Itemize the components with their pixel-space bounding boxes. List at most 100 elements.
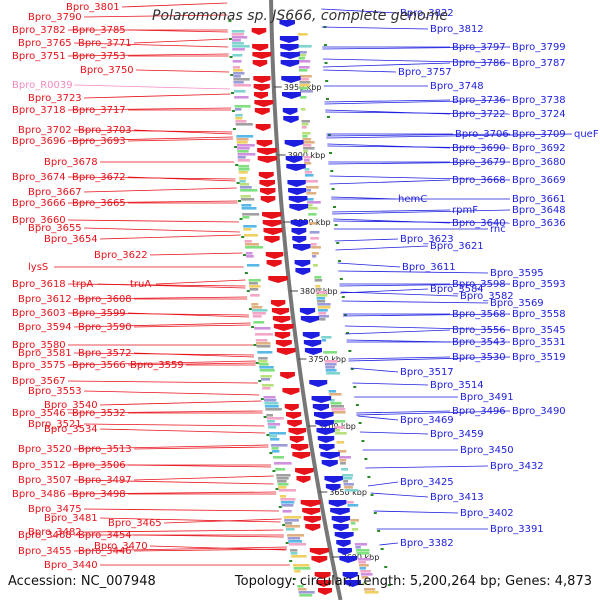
right-leader-line [329,175,511,181]
gene-block [324,360,338,363]
gene-block [308,213,317,216]
right-gene-label: Bpro_3640 [452,218,506,229]
forward-gene-arrow [251,28,267,35]
gene-block [317,306,331,309]
left-gene-label: Bpro_3751 [12,51,66,62]
gene-block [251,306,263,309]
gene-block [276,477,289,480]
right-leader-line [334,238,399,242]
right-gene-label: Bpro_3598 [452,279,506,290]
gene-block [283,516,302,519]
right-leader-line [322,62,451,68]
gene-block [330,405,344,408]
tick-mark [278,506,282,508]
left-leader-line [133,475,274,481]
gene-block [236,141,248,144]
gene-block [343,480,349,483]
gene-block [246,264,260,267]
right-gene-label: Bpro_3593 [512,279,566,290]
gene-block [310,237,319,240]
gene-block [325,366,335,369]
gene-block [254,327,271,330]
gene-block [243,225,257,228]
gene-block [233,78,250,81]
left-leader-line [97,283,246,289]
gene-block [300,108,306,111]
gene-block [280,498,296,501]
gene-block [310,243,317,246]
tick-mark [236,182,240,184]
gene-block [309,231,320,234]
right-gene-label: Bpro_3496 [452,406,506,417]
gene-block [259,369,275,372]
tick-mark [323,44,327,46]
gene-block [277,480,287,483]
reverse-gene-arrow [315,420,334,427]
gene-block [344,489,359,492]
left-gene-label: Bpro_3507 [18,475,72,486]
tick-mark [228,20,232,22]
left-leader-line [99,234,241,240]
gene-block [312,255,317,258]
reverse-gene-arrow [339,556,357,563]
right-gene-label: Bpro_3799 [512,42,566,53]
reverse-gene-arrow [342,572,358,579]
gene-block [264,402,279,405]
right-gene-label: Bpro_3569 [490,298,544,309]
tick-mark [329,152,333,154]
left-gene-label: Bpro_3785 [72,25,126,36]
reverse-gene-arrow [279,36,299,43]
reverse-gene-arrow [321,460,338,467]
left-gene-label: Bpro_3723 [28,93,82,104]
gene-block [357,558,371,561]
right-gene-label: Bpro_3722 [452,109,506,120]
right-leader-line [325,111,511,115]
gene-block [233,69,243,72]
gene-block [238,168,250,171]
left-gene-label: Bpro_3655 [28,223,82,234]
tick-mark [361,440,365,442]
gene-block [280,501,295,504]
tick-mark [331,188,335,190]
right-gene-label: Bpro_3582 [460,291,514,302]
gene-block [258,363,269,366]
forward-gene-arrow [274,332,291,339]
reverse-gene-arrow [282,92,301,99]
right-leader-line [326,133,573,139]
right-gene-label: Bpro_3786 [452,58,506,69]
left-leader-line [99,517,281,523]
tick-mark [260,398,264,400]
gene-block [237,150,249,153]
gene-block [293,564,310,567]
right-leader-line [332,209,511,215]
reverse-gene-arrow [311,396,332,403]
gene-block [248,279,261,282]
gene-block [235,114,243,117]
right-gene-label: Bpro_3709 [512,129,566,140]
forward-gene-arrow [256,140,273,147]
reverse-gene-arrow [280,52,300,59]
gene-block [298,45,312,48]
gene-block [346,501,354,504]
gene-block [239,183,250,186]
gene-block [302,138,312,141]
tick-mark [266,434,270,436]
left-leader-line [73,546,288,552]
right-gene-label: Bpro_3757 [398,67,452,78]
gene-block [237,159,251,162]
reverse-gene-arrow [317,436,335,443]
gene-block [340,462,346,465]
left-gene-label: Bpro_3559 [130,360,184,371]
gene-block [273,456,284,459]
right-leader-line [342,313,511,317]
gene-block [336,441,345,444]
right-leader-line [339,283,511,287]
reverse-gene-arrow [292,236,307,243]
gene-block [267,420,275,423]
tick-mark [230,74,234,76]
forward-gene-arrow [272,316,291,323]
left-leader-line [83,14,228,18]
right-gene-label: Bpro_3611 [402,262,456,273]
gene-block [232,54,243,57]
left-leader-line [133,534,284,538]
